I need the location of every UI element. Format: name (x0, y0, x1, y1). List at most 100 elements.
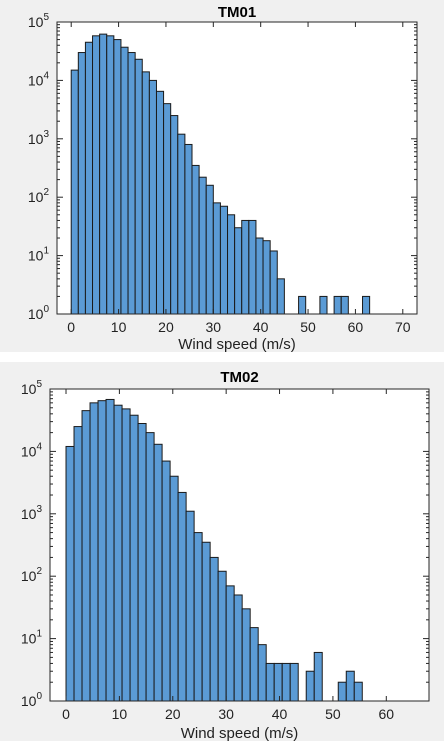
y-tick-label: 100 (28, 304, 50, 322)
y-tick-label: 103 (21, 504, 43, 522)
histogram-bar (89, 402, 99, 702)
x-tick-label: 40 (272, 706, 288, 722)
histogram-bar (248, 219, 257, 315)
histogram-bar (113, 39, 122, 315)
histogram-bar (163, 103, 172, 315)
histogram-bar (313, 651, 323, 702)
y-tick-label: 103 (28, 129, 50, 147)
y-tick-label: 105 (21, 379, 43, 397)
histogram-bar (205, 184, 214, 315)
x-tick-label: 50 (300, 319, 316, 335)
x-tick-label: 40 (253, 319, 269, 335)
histogram-bar (340, 295, 349, 315)
histogram-bar (177, 491, 187, 702)
histogram-bar (145, 432, 155, 702)
chart-panel-tm01: 0 10 20 30 40 50 60 70 100 101 102 103 104 105 TM01 Win… (0, 0, 444, 352)
histogram-bar (227, 214, 236, 315)
histogram-bar (153, 443, 163, 702)
histogram-bar (191, 164, 200, 315)
histogram-bar (345, 670, 355, 702)
y-tick-label: 101 (28, 246, 50, 264)
histogram-bar (333, 295, 342, 315)
histogram-bar (217, 570, 227, 702)
x-tick-label: 20 (158, 319, 174, 335)
histogram-bar (121, 408, 131, 702)
histogram-bar (73, 426, 83, 702)
histogram-bar (255, 237, 264, 315)
histogram-bar (170, 115, 179, 315)
x-tick-label: 60 (348, 319, 364, 335)
histogram-bar (212, 202, 221, 315)
x-tick-label: 30 (206, 319, 222, 335)
histogram-bar (184, 143, 193, 315)
y-tick-label: 105 (28, 12, 50, 30)
histogram-bar (113, 404, 123, 702)
chart-title: TM01 (218, 4, 256, 21)
y-tick-label: 100 (21, 691, 43, 709)
histogram-bar (262, 240, 271, 315)
histogram-tm02: 0 10 20 30 40 50 60 100 101 102 103 104 105 TM02 Wind … (21, 369, 430, 741)
histogram-bar (129, 414, 139, 702)
x-tick-label: 50 (325, 706, 341, 722)
histogram-bar (265, 662, 275, 702)
histogram-bar (319, 295, 328, 315)
histogram-bar (105, 398, 115, 702)
histogram-bar (141, 71, 150, 315)
histogram-bar (127, 52, 136, 315)
histogram-bar (169, 475, 179, 702)
x-tick-label: 20 (165, 706, 181, 722)
y-tick-label: 101 (21, 629, 43, 647)
histogram-bar (273, 662, 283, 702)
axes-frame (49, 388, 430, 702)
y-tick-label: 102 (28, 187, 50, 205)
histogram-bar (134, 58, 143, 315)
histogram-bar (225, 585, 235, 702)
histogram-bar (77, 52, 86, 315)
histogram-bar (84, 41, 94, 315)
x-tick-label: 10 (112, 706, 128, 722)
histogram-bar (337, 681, 347, 702)
histogram-bar (99, 33, 108, 315)
histogram-bar (249, 627, 259, 702)
histogram-bar (234, 227, 243, 315)
histogram-bar (276, 278, 285, 315)
histogram-bar (298, 295, 307, 315)
y-tick-label: 102 (21, 566, 43, 584)
histogram-bar (241, 219, 250, 315)
histogram-bar (209, 556, 219, 702)
histogram-bar (177, 133, 186, 315)
y-tick-label: 104 (21, 441, 43, 459)
histogram-bar (106, 35, 115, 315)
y-tick-label: 104 (28, 70, 50, 88)
histogram-bar (305, 670, 315, 702)
histogram-bar (70, 69, 79, 315)
histogram-bar (92, 35, 101, 315)
histogram-bar (241, 608, 251, 702)
histogram-bar (120, 46, 129, 315)
x-tick-label: 0 (67, 319, 75, 335)
histogram-bar (281, 662, 291, 702)
histogram-bar (257, 644, 267, 702)
histogram-bar (148, 79, 157, 315)
histogram-bar (185, 510, 195, 702)
x-tick-label: 70 (395, 319, 411, 335)
histogram-bar (353, 681, 363, 702)
histogram-bar (201, 541, 211, 702)
histogram-bar (97, 400, 107, 702)
x-tick-label: 10 (111, 319, 127, 335)
x-tick-label: 30 (218, 706, 234, 722)
histogram-tm01: 0 10 20 30 40 50 60 70 100 101 102 103 104 105 TM01 Win… (28, 4, 418, 352)
x-tick-label: 0 (62, 706, 70, 722)
x-axis-label: Wind speed (m/s) (181, 725, 299, 741)
histogram-bar (65, 445, 75, 702)
histogram-bar (137, 422, 147, 702)
histogram-bar (219, 205, 229, 315)
chart-panel-tm02: 0 10 20 30 40 50 60 100 101 102 103 104 105 TM02 Wind … (0, 362, 444, 741)
histogram-bar (193, 532, 203, 702)
histogram-bar (155, 90, 165, 315)
histogram-bar (198, 176, 207, 315)
histogram-bar (161, 460, 171, 702)
x-axis-label: Wind speed (m/s) (178, 336, 296, 352)
axes-frame (56, 21, 418, 315)
histogram-bar (289, 662, 299, 702)
